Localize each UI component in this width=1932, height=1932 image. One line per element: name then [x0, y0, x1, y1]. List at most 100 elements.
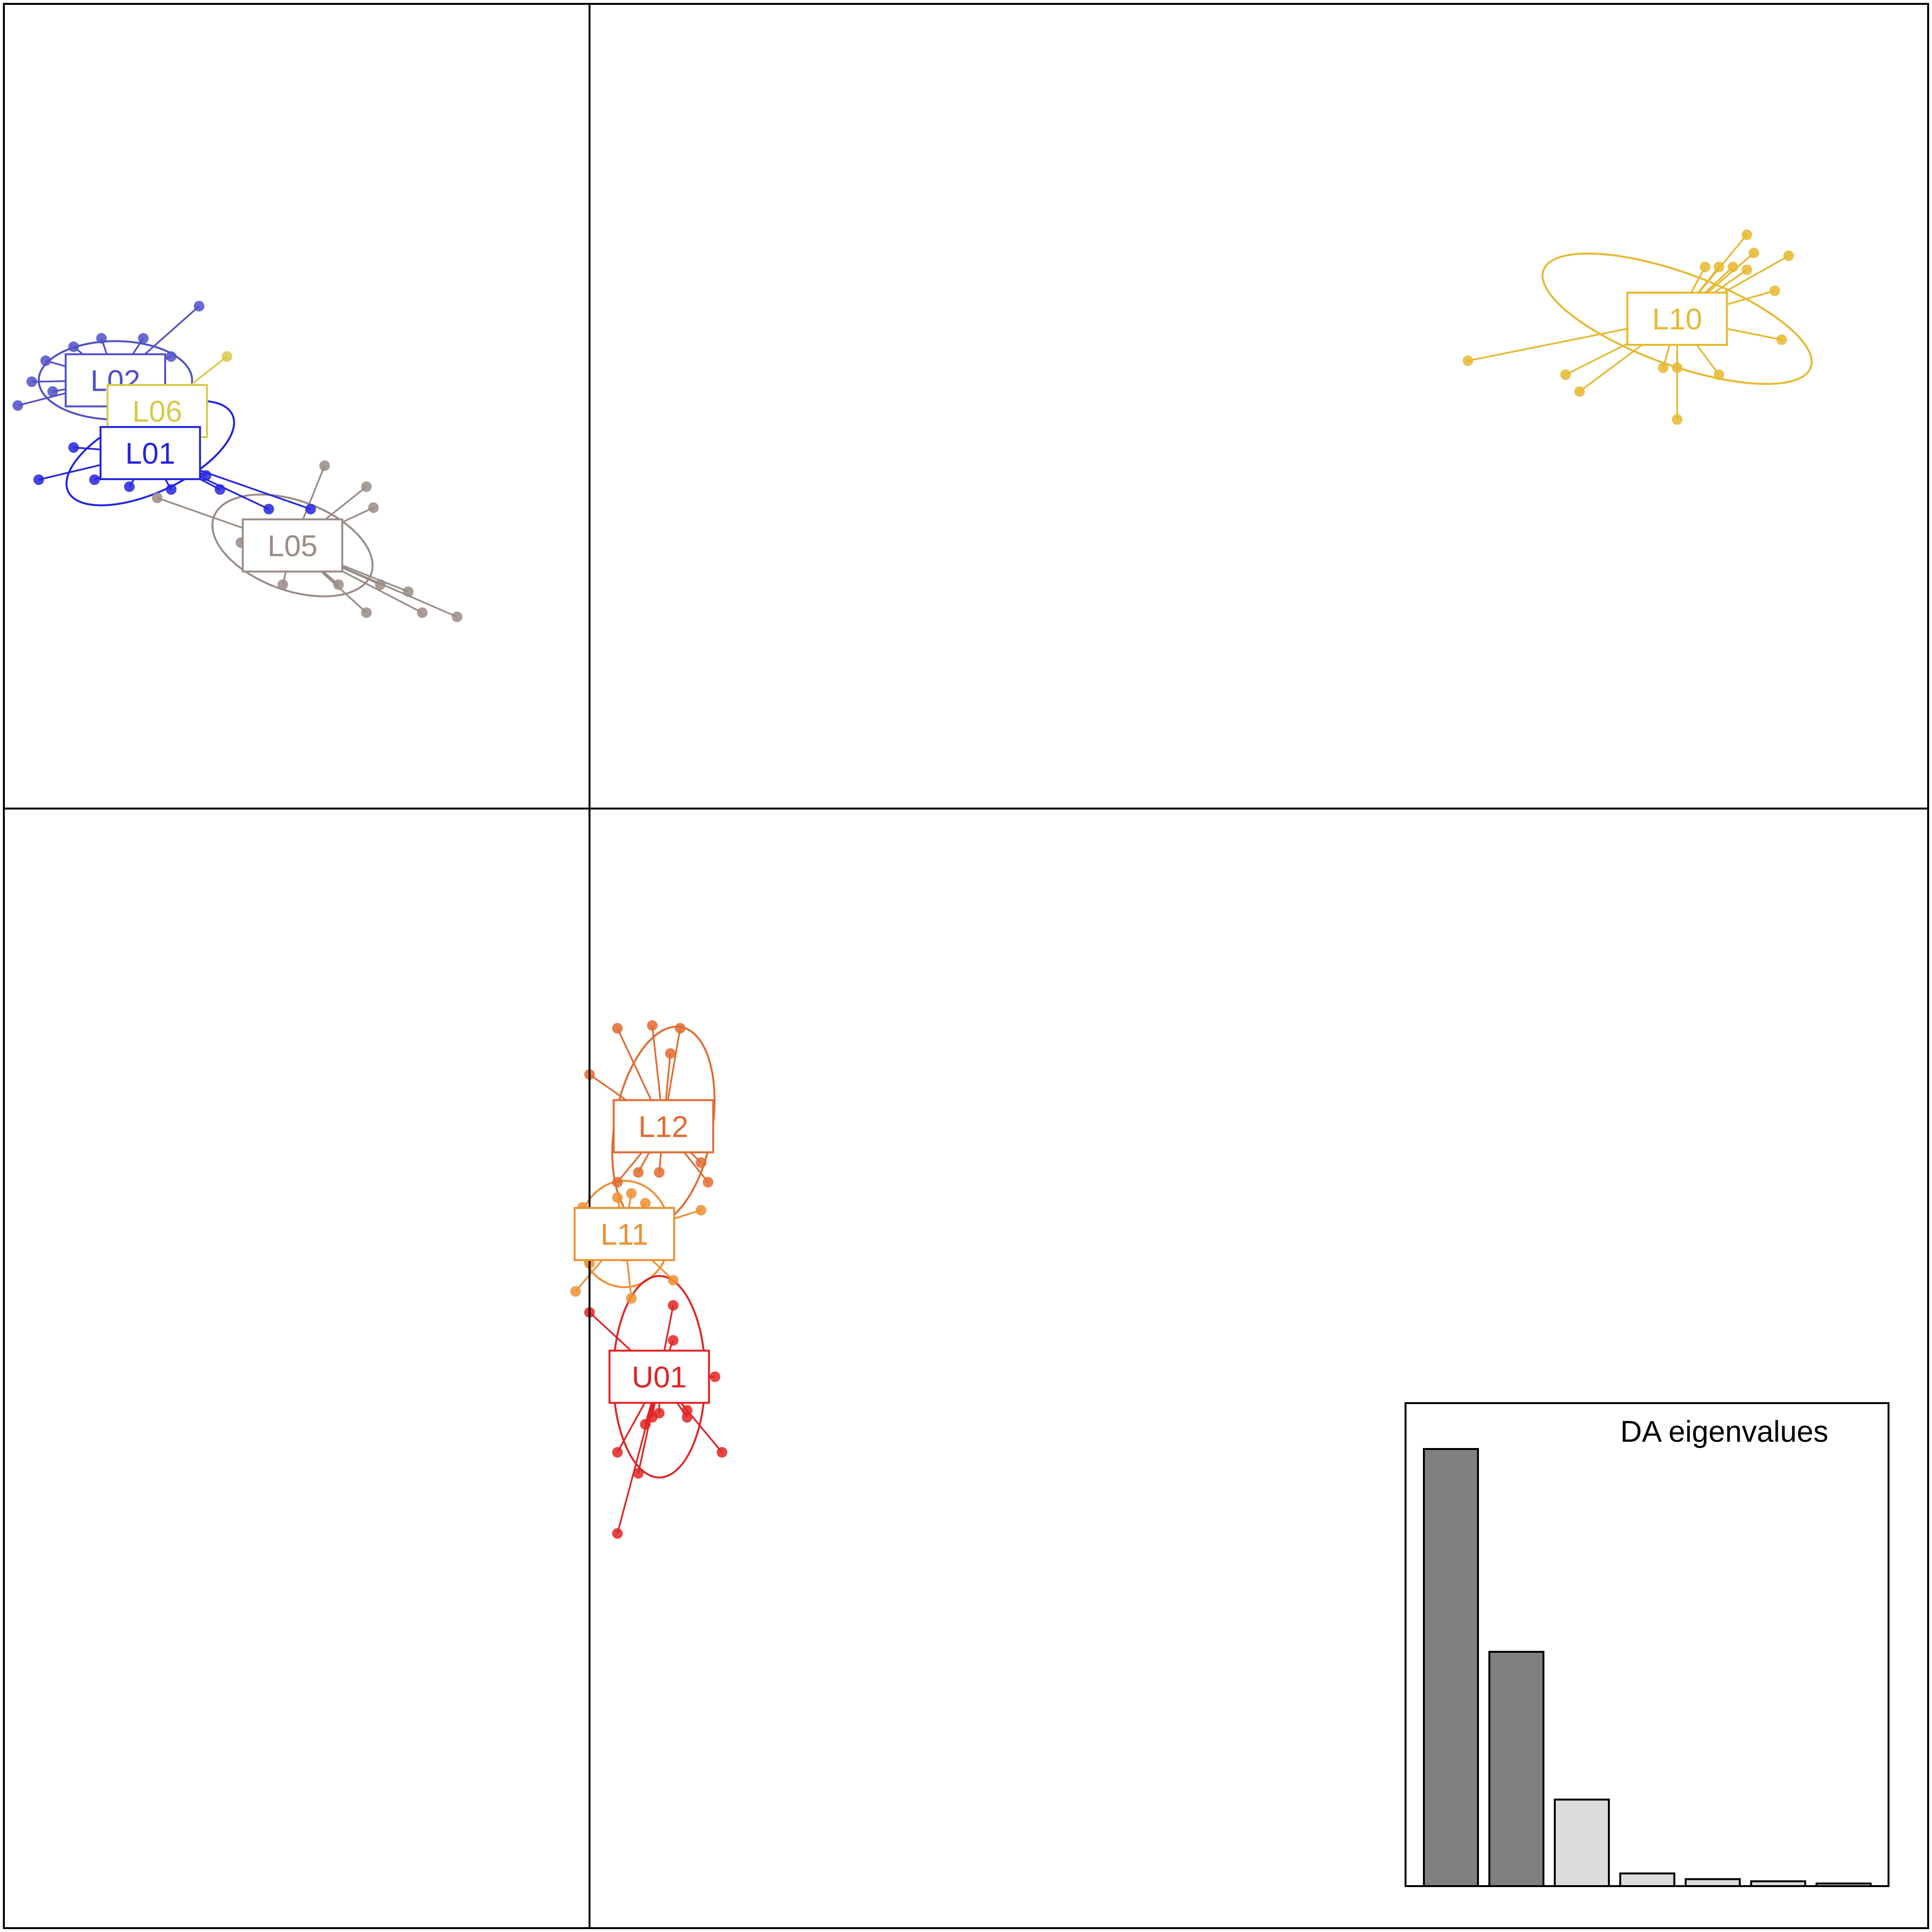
- data-point-u01: [647, 1412, 658, 1423]
- data-point-l05: [333, 579, 344, 590]
- data-point-l10: [1776, 334, 1787, 345]
- data-point-l12: [612, 1023, 623, 1034]
- label-box-l05: [242, 518, 343, 573]
- label-box-l11: [573, 1207, 675, 1261]
- axes-lines: [4, 4, 1928, 1928]
- data-point-u01: [612, 1528, 623, 1539]
- group-label-l05: L05: [268, 529, 317, 563]
- data-point-l12: [675, 1023, 686, 1034]
- label-box-l10: [1626, 291, 1728, 346]
- eigenvalue-bars: [1423, 1448, 1872, 1888]
- data-point-l02: [194, 300, 205, 312]
- data-point-l10: [1560, 369, 1571, 380]
- data-point-l12: [696, 1157, 707, 1168]
- group-label-l11: L11: [600, 1218, 648, 1251]
- data-point-l02: [40, 355, 51, 366]
- eigenvalue-bar: [1685, 1878, 1741, 1888]
- data-point-l01: [89, 474, 100, 485]
- data-point-l01: [305, 503, 316, 514]
- group-label-l10: L10: [1652, 303, 1702, 336]
- data-point-l01: [124, 481, 135, 492]
- data-point-l10: [1769, 285, 1780, 296]
- ellipse-l05: [211, 493, 374, 597]
- data-point-l02: [138, 333, 149, 344]
- data-point-u01: [716, 1447, 727, 1458]
- data-point-u01: [668, 1335, 679, 1346]
- data-point-l10: [1783, 250, 1794, 261]
- data-point-l01: [166, 484, 177, 495]
- eigenvalue-bar: [1619, 1872, 1676, 1887]
- data-point-l01: [200, 470, 212, 481]
- data-point-l05: [452, 611, 463, 623]
- data-point-l02: [12, 400, 23, 411]
- data-point-l12: [633, 1167, 644, 1178]
- data-point-l10: [1463, 355, 1474, 366]
- data-point-u01: [710, 1371, 721, 1382]
- data-point-l10: [1658, 362, 1669, 373]
- inset-frame: [1405, 1402, 1889, 1887]
- data-point-l05: [361, 481, 372, 492]
- data-point-l10: [1741, 229, 1752, 241]
- data-point-l12: [702, 1177, 713, 1188]
- data-point-l11: [612, 1192, 623, 1203]
- data-point-u01: [640, 1419, 651, 1430]
- data-point-l11: [696, 1205, 707, 1216]
- data-point-l12: [612, 1177, 623, 1188]
- data-point-u01: [612, 1447, 623, 1458]
- group-label-l01: L01: [125, 437, 175, 470]
- data-point-l10: [1748, 247, 1760, 258]
- data-point-l02: [47, 386, 58, 397]
- data-point-l12: [665, 1048, 676, 1059]
- data-point-l11: [626, 1188, 637, 1199]
- data-point-l02: [68, 341, 79, 352]
- inset-title: DA eigenvalues: [1620, 1415, 1829, 1449]
- data-point-l01: [33, 474, 44, 485]
- data-point-l05: [417, 607, 428, 618]
- label-box-l12: [612, 1099, 714, 1153]
- data-point-l11: [668, 1275, 679, 1286]
- data-point-l02: [26, 376, 37, 387]
- data-point-l10: [1700, 261, 1711, 272]
- data-point-l05: [152, 492, 163, 503]
- data-point-l10: [1672, 414, 1683, 425]
- data-point-l05: [375, 579, 386, 590]
- data-point-l02: [96, 333, 107, 344]
- data-point-l05: [368, 502, 379, 513]
- plot-frame: [3, 3, 1929, 1929]
- group-label-u01: U01: [632, 1361, 687, 1394]
- data-point-l11: [640, 1198, 651, 1209]
- data-point-l11: [626, 1293, 637, 1304]
- data-point-l05: [319, 460, 330, 471]
- data-point-l10: [1672, 362, 1683, 373]
- eigenvalue-bar: [1488, 1650, 1545, 1887]
- data-point-l11: [570, 1286, 581, 1297]
- data-point-l12: [653, 1167, 665, 1178]
- group-points: [12, 229, 1794, 1539]
- data-point-l10: [1741, 264, 1752, 275]
- data-point-l10: [1713, 261, 1724, 272]
- group-label-l06: L06: [132, 395, 182, 428]
- data-point-l05: [361, 607, 372, 618]
- data-point-l01: [263, 503, 274, 514]
- ellipse-l10: [1541, 252, 1813, 385]
- data-point-l01: [214, 484, 226, 495]
- data-point-l10: [1713, 369, 1724, 380]
- data-point-l10: [1574, 386, 1585, 397]
- label-box-l01: [99, 426, 201, 481]
- data-point-l05: [403, 586, 414, 597]
- group-label-l12: L12: [639, 1110, 688, 1144]
- data-point-l10: [1727, 261, 1738, 272]
- eigenvalue-bar: [1816, 1882, 1872, 1888]
- eigenvalue-bar: [1750, 1880, 1806, 1887]
- data-point-l06: [221, 351, 232, 362]
- data-point-u01: [668, 1300, 679, 1311]
- data-point-u01: [682, 1405, 693, 1416]
- data-point-l02: [166, 351, 177, 362]
- eigenvalue-bar: [1554, 1798, 1610, 1888]
- data-point-u01: [633, 1468, 644, 1479]
- data-point-l01: [68, 442, 79, 453]
- data-point-l12: [647, 1020, 658, 1031]
- data-point-l05: [277, 579, 288, 590]
